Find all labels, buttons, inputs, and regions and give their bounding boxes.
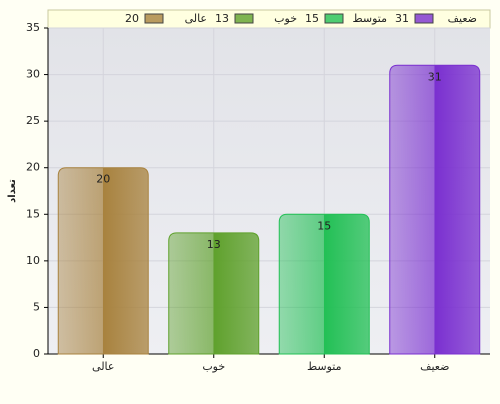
legend-value: 20 <box>125 12 139 25</box>
legend-value: 31 <box>395 12 409 25</box>
x-tick-label: ضعیف <box>420 360 449 373</box>
x-tick-label: متوسط <box>307 360 342 373</box>
legend-label: خوب <box>274 12 297 25</box>
y-axis-label: تعداد <box>7 179 18 203</box>
y-tick-label: 25 <box>26 114 40 127</box>
bar <box>389 64 481 355</box>
y-tick-label: 30 <box>26 68 40 81</box>
y-tick-label: 15 <box>26 207 40 220</box>
x-tick-label: خوب <box>202 360 225 373</box>
y-tick-label: 5 <box>33 300 40 313</box>
y-tick-label: 0 <box>33 347 40 360</box>
bar <box>168 232 260 355</box>
y-tick-label: 10 <box>26 254 40 267</box>
y-tick-label: 35 <box>26 21 40 34</box>
y-tick-label: 20 <box>26 161 40 174</box>
data-label: 13 <box>207 238 221 251</box>
legend-swatch <box>144 13 164 24</box>
legend-label: متوسط <box>352 12 387 25</box>
data-label: 20 <box>96 173 110 186</box>
bar <box>57 167 149 355</box>
legend-swatch <box>324 13 344 24</box>
data-label: 15 <box>317 219 331 232</box>
legend-label: ضعیف <box>448 12 477 25</box>
legend-label: عالی <box>185 12 207 25</box>
legend-value: 15 <box>305 12 319 25</box>
legend-swatch <box>234 13 254 24</box>
legend-swatch <box>414 13 434 24</box>
legend-value: 13 <box>215 12 229 25</box>
x-tick-label: عالی <box>92 360 114 373</box>
data-label: 31 <box>428 70 442 83</box>
bar <box>278 213 370 355</box>
